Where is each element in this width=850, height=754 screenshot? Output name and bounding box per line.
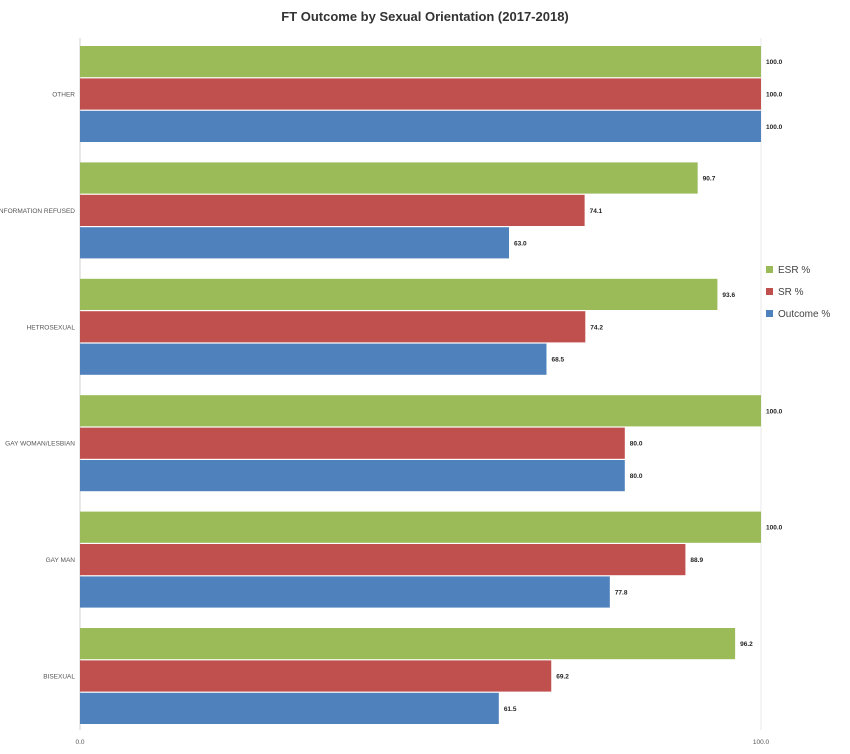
data-label: 61.5 (504, 706, 517, 713)
data-label: 88.9 (690, 557, 703, 564)
legend-swatch (766, 266, 773, 273)
data-label: 69.2 (556, 674, 569, 681)
bar-outcome--0 (80, 110, 761, 142)
x-tick-label: 100.0 (753, 739, 770, 746)
bar-outcome--4 (80, 576, 610, 608)
data-label: 100.0 (766, 408, 783, 415)
legend-label: Outcome % (778, 309, 830, 320)
legend-swatch (766, 288, 773, 295)
data-label: 80.0 (630, 473, 643, 480)
data-label: 93.6 (722, 292, 735, 299)
data-label: 74.2 (590, 324, 603, 331)
bar-outcome--5 (80, 692, 499, 724)
category-label: OTHER (52, 92, 75, 99)
bar-sr--0 (80, 78, 761, 110)
data-label: 100.0 (766, 92, 783, 99)
bar-sr--4 (80, 544, 686, 576)
data-label: 100.0 (766, 59, 783, 66)
legend: ESR % SR % Outcome % (766, 265, 830, 320)
x-tick-label: 0.0 (75, 739, 84, 746)
data-label: 74.1 (590, 208, 603, 215)
chart-title: FT Outcome by Sexual Orientation (2017-2… (281, 9, 569, 24)
data-label: 90.7 (703, 176, 716, 183)
bar-esr--4 (80, 511, 761, 543)
data-label: 63.0 (514, 240, 527, 247)
data-label: 100.0 (766, 525, 783, 532)
category-label: GAY WOMAN/LESBIAN (5, 441, 75, 448)
bars-layer (80, 46, 761, 724)
legend-label: SR % (778, 287, 804, 298)
bar-outcome--3 (80, 460, 625, 492)
bar-esr--3 (80, 395, 761, 427)
bar-sr--3 (80, 427, 625, 459)
category-label: BISEXUAL (43, 674, 75, 681)
bar-esr--5 (80, 628, 736, 660)
data-label: 80.0 (630, 441, 643, 448)
labels-layer: 100.0 100.0 100.0 OTHER 90.7 74.1 63.0 INFORMAT… (0, 59, 783, 746)
bar-outcome--2 (80, 343, 547, 375)
category-label: HETROSEXUAL (27, 324, 76, 331)
data-label: 68.5 (551, 357, 564, 364)
data-label: 100.0 (766, 124, 783, 131)
legend-label: ESR % (778, 265, 810, 276)
bar-sr--2 (80, 311, 586, 343)
bar-esr--1 (80, 162, 698, 194)
bar-sr--1 (80, 194, 585, 226)
bar-sr--5 (80, 660, 552, 692)
bar-outcome--1 (80, 227, 510, 259)
bar-esr--0 (80, 46, 761, 78)
legend-swatch (766, 310, 773, 317)
category-label: INFORMATION REFUSED (0, 208, 75, 215)
data-label: 77.8 (615, 590, 628, 597)
data-label: 96.2 (740, 641, 753, 648)
bar-esr--2 (80, 278, 718, 310)
category-label: GAY MAN (46, 557, 76, 564)
